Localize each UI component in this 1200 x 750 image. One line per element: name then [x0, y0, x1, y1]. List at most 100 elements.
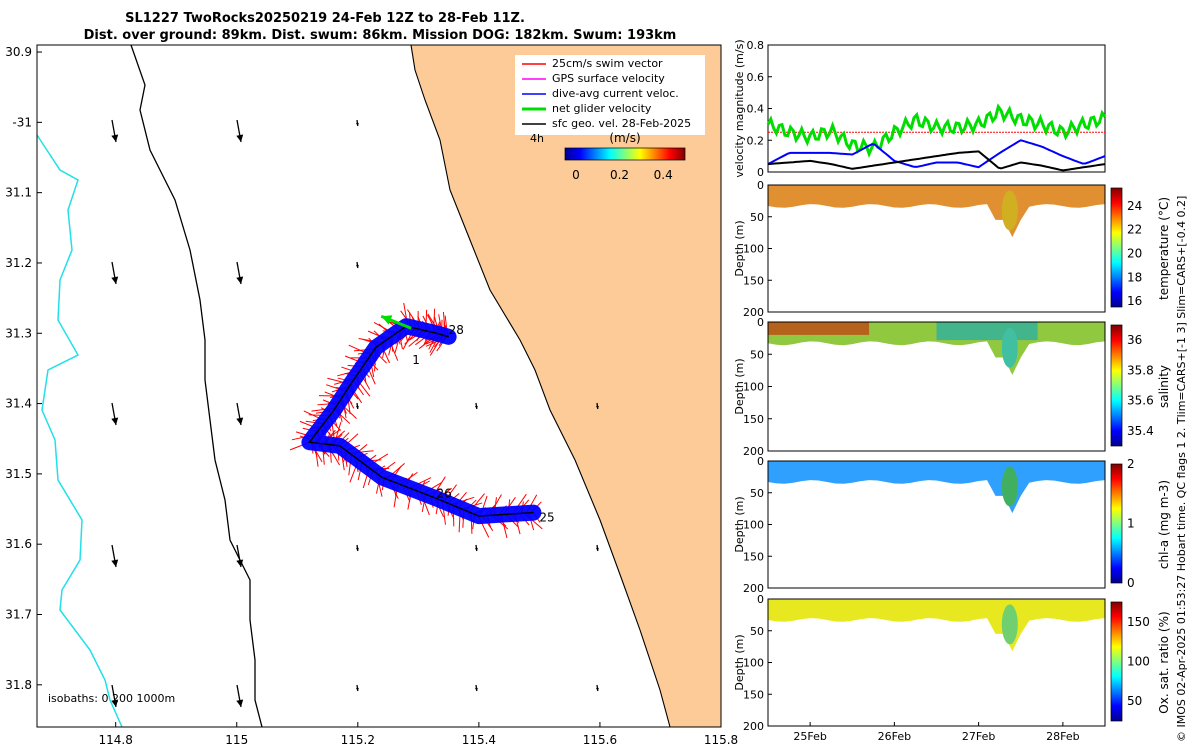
title-line-2: Dist. over ground: 89km. Dist. swum: 86k…: [84, 28, 677, 43]
geo-arrow: [236, 261, 244, 285]
section-ytick-label: 0: [757, 593, 764, 606]
section-axes-bg: [768, 599, 1105, 726]
geo-arrow: [474, 684, 478, 692]
geo-arrow: [595, 544, 599, 552]
geo-arrow: [111, 119, 119, 143]
map-ytick-label: 31.2: [5, 256, 32, 270]
section-data-fill: [768, 599, 1105, 652]
colorbar-tick-label: 0.2: [610, 168, 629, 182]
section-ylabel: Depth (m): [733, 358, 746, 414]
geo-arrow: [111, 544, 119, 568]
legend-geo-label: sfc geo. vel. 28-Feb-2025: [552, 117, 691, 130]
salinity-low-patch: [936, 322, 1038, 341]
vel-ytick-label: 0.2: [747, 134, 765, 147]
section-colorbar: [1110, 187, 1123, 308]
day-labels: 28 1 26 25: [412, 323, 554, 525]
colorbar-units-label: (m/s): [609, 131, 640, 145]
map-panel: 28 1 26 25 25cm/s swim vector GPS surface v…: [5, 44, 738, 747]
section-ytick-label: 150: [743, 274, 764, 287]
velocity-series-line: [767, 150, 1106, 172]
section-salinity-section: 0 50 100 150 200 Depth (m) 35.4 35.6 35.8 36 salin…: [733, 316, 1171, 458]
section-ytick-label: 100: [743, 381, 764, 394]
salinity-high-patch: [768, 322, 870, 335]
legend-net-label: net glider velocity: [552, 102, 652, 115]
section-ctick-label: 1: [1127, 517, 1135, 531]
section-ctick-label: 2: [1127, 457, 1135, 471]
section-colorbar-label: temperature (°C): [1157, 197, 1171, 300]
section-ctick-label: 36: [1127, 333, 1142, 347]
day-label: 28: [449, 323, 464, 337]
section-ytick-label: 200: [743, 445, 764, 458]
section-ytick-label: 0: [757, 179, 764, 192]
map-ytick-label: -31: [12, 115, 32, 129]
map-xtick-label: 114.8: [99, 733, 133, 747]
section-ctick-label: 24: [1127, 199, 1142, 213]
geo-arrow: [474, 544, 478, 552]
section-ylabel: Depth (m): [733, 496, 746, 552]
section-plume: [1001, 190, 1018, 231]
section-plume: [1001, 604, 1018, 645]
section-ylabel: Depth (m): [733, 220, 746, 276]
coastline: [410, 44, 671, 728]
vel-ytick-label: 0.8: [747, 39, 765, 52]
map-ytick-label: 30.9: [5, 45, 32, 59]
geo-arrow: [355, 544, 359, 552]
map-xtick-label: 115.4: [462, 733, 496, 747]
section-ytick-label: 200: [743, 582, 764, 595]
section-ytick-label: 200: [743, 720, 764, 733]
legend-swim-label: 25cm/s swim vector: [552, 57, 663, 70]
isobath-200m: [130, 44, 263, 728]
section-ytick-label: 50: [750, 211, 764, 224]
footer-text: © IMOS 02-Apr-2025 01:53:27 Hobart time.…: [1175, 196, 1188, 742]
section-ytick-label: 0: [757, 316, 764, 329]
map-xtick-label: 115.8: [704, 733, 738, 747]
section-data-fill: [768, 461, 1105, 514]
map-ytick-label: 31.3: [5, 326, 32, 340]
map-ytick-label: 31.8: [5, 678, 32, 692]
map-axes: 114.8 115 115.2 115.4 115.6 115.8 30.9 -31 31.1 3…: [5, 45, 738, 747]
section-ytick-label: 0: [757, 455, 764, 468]
geo-arrow: [236, 402, 244, 426]
section-ytick-label: 150: [743, 688, 764, 701]
section-ctick-label: 100: [1127, 655, 1150, 669]
section-oxygen-section: 0 50 100 150 200 Depth (m) 50 100 150 Ox. sat. ra…: [733, 593, 1171, 743]
geo-arrow: [236, 684, 244, 708]
section-data-fill: [768, 185, 1105, 238]
section-ytick-label: 150: [743, 550, 764, 563]
isobath-1000m: [36, 134, 123, 728]
geo-arrow: [595, 684, 599, 692]
colorbar-tick-label: 0: [572, 168, 580, 182]
section-ctick-label: 20: [1127, 246, 1142, 260]
section-ytick-label: 50: [750, 487, 764, 500]
section-axes-bg: [768, 322, 1105, 451]
map-xtick-label: 115: [225, 733, 248, 747]
colorbar-ticks: 0 0.2 0.4: [572, 168, 673, 182]
day-label: 25: [539, 510, 554, 524]
map-ytick-label: 31.6: [5, 537, 32, 551]
geo-arrow: [595, 402, 599, 410]
section-colorbar: [1110, 601, 1123, 722]
map-ytick-label: 31.4: [5, 397, 32, 411]
section-ylabel: Depth (m): [733, 634, 746, 690]
geo-arrow: [355, 684, 359, 692]
section-ctick-label: 50: [1127, 694, 1142, 708]
legend-current-label: dive-avg current veloc.: [552, 87, 679, 100]
section-ctick-label: 18: [1127, 270, 1142, 284]
colorbar-tick-label: 0.4: [654, 168, 673, 182]
section-ytick-label: 100: [743, 519, 764, 532]
section-plume: [1001, 466, 1018, 507]
legend-gps-label: GPS surface velocity: [552, 72, 665, 85]
geo-arrow: [111, 402, 119, 426]
vel-ytick-label: 0: [757, 166, 764, 179]
section-colorbar-label: Ox. sat. ratio (%): [1157, 611, 1171, 713]
vel-ytick-label: 0.6: [747, 71, 765, 84]
section-colorbar: [1110, 463, 1123, 584]
geo-arrow: [236, 544, 244, 568]
section-colorbar-label: chl-a (mg m-3): [1157, 480, 1171, 569]
day-label: 1: [412, 353, 420, 367]
section-ytick-label: 100: [743, 657, 764, 670]
map-ytick-label: 31.5: [5, 467, 32, 481]
